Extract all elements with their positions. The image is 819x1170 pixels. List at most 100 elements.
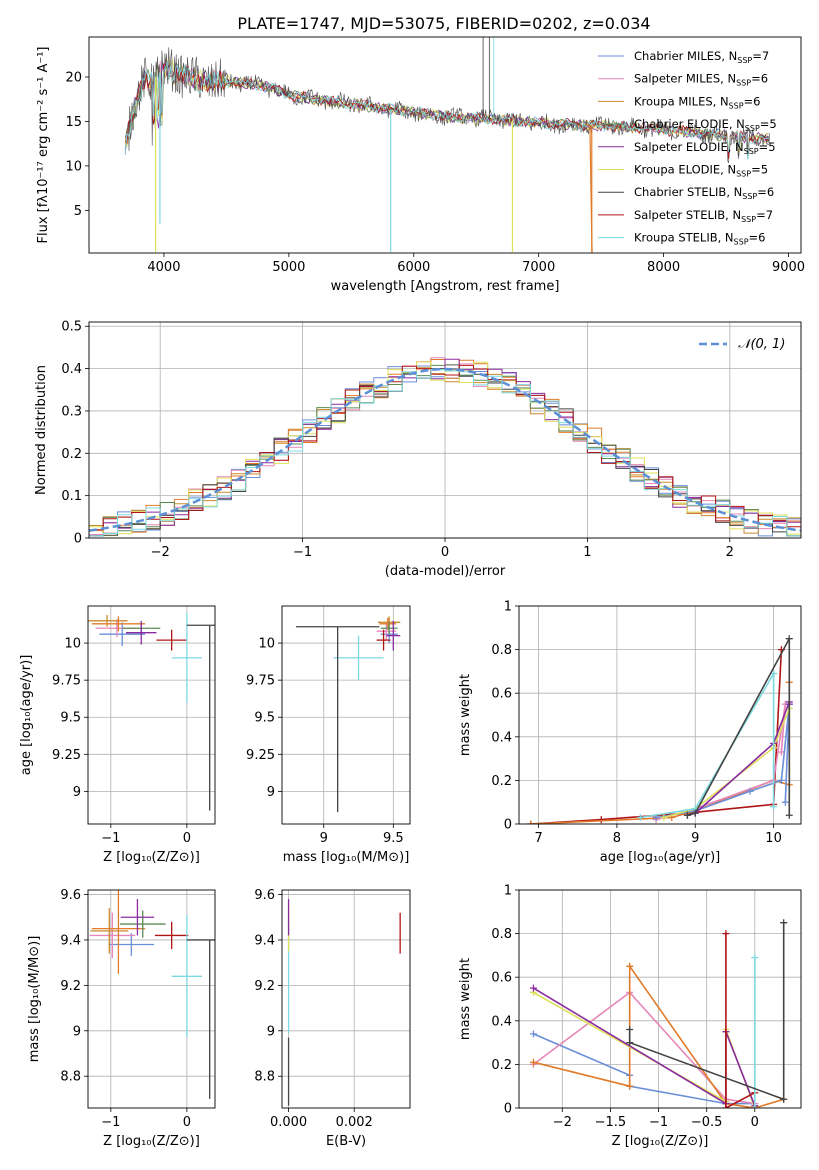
error-bars bbox=[295, 616, 401, 813]
y-axis-label: mass weight bbox=[458, 674, 473, 756]
y-axis-label: age [log₁₀(age/yr)] bbox=[19, 655, 34, 776]
age-vs-mass-panel: 9 9.5 9 9.25 9.5 9.75 10 mass [log₁₀(M/M⊙)] bbox=[246, 605, 411, 865]
plus-marker bbox=[751, 954, 759, 962]
plus-marker bbox=[722, 930, 730, 938]
y-tick-label: 10 bbox=[65, 159, 82, 174]
y-tick-label: 0.5 bbox=[61, 320, 82, 335]
spectrum-panel: 4000 5000 6000 7000 8000 9000 5 10 15 20 wavelengt… bbox=[36, 36, 805, 294]
legend-count: =5 bbox=[760, 117, 777, 131]
x-axis-label: Z [log₁₀(Z/Z⊙)] bbox=[103, 850, 200, 865]
legend-label: Kroupa ELODIE, NSSP=5 bbox=[634, 163, 768, 179]
y-tick-label: 0.4 bbox=[61, 362, 82, 377]
mass-weight-series-2 bbox=[532, 991, 755, 1105]
x-tick-label: −2 bbox=[151, 545, 170, 560]
y-tick-label: 0.1 bbox=[61, 489, 82, 504]
y-tick-label: 9.5 bbox=[60, 711, 81, 726]
y-axis-label: Normed distribution bbox=[34, 365, 49, 495]
data-point-7 bbox=[380, 622, 398, 635]
y-tick-label: 9.5 bbox=[254, 711, 275, 726]
y-tick-label: 0.2 bbox=[491, 1058, 512, 1073]
data-point-4 bbox=[91, 616, 146, 632]
x-tick-label: 0 bbox=[441, 545, 449, 560]
axes-frame bbox=[87, 605, 216, 825]
data-point-7 bbox=[156, 629, 187, 651]
y-tick-label: 9.75 bbox=[246, 674, 275, 689]
x-axis-label: wavelength [Angstrom, rest frame] bbox=[331, 279, 560, 294]
axes-frame bbox=[518, 605, 802, 825]
legend-label: Chabrier MILES, NSSP=7 bbox=[634, 49, 769, 65]
data-point-6 bbox=[120, 899, 155, 936]
histogram-step-9 bbox=[89, 364, 801, 537]
plus-marker bbox=[780, 1095, 788, 1103]
legend-count: =5 bbox=[751, 163, 768, 177]
y-tick-label: 9.6 bbox=[60, 888, 81, 903]
mass-weight-vs-age-panel: 7 8 9 10 0 0.2 0.4 0.6 0.8 1 age [log₁₀(age/yr)] ma… bbox=[458, 600, 802, 865]
histograms bbox=[89, 357, 801, 537]
mass-vs-metallicity-panel: −1 0 8.8 9 9.2 9.4 9.6 Z [log₁₀(Z/Z⊙)] mass [log… bbox=[27, 888, 216, 1149]
gaussian-curve bbox=[89, 367, 801, 532]
y-tick-label: 9 bbox=[267, 785, 275, 800]
data-point-3 bbox=[90, 908, 129, 954]
mass-weight-series-3 bbox=[533, 963, 784, 1108]
data-point-2 bbox=[89, 912, 136, 959]
spectrum-lines bbox=[124, 37, 771, 253]
data-point-2 bbox=[295, 626, 380, 813]
x-axis-label: mass [log₁₀(M/M⊙)] bbox=[283, 850, 410, 865]
x-tick-label: 9 bbox=[691, 831, 699, 846]
x-tick-label: 4000 bbox=[147, 260, 180, 275]
legend-count: =6 bbox=[757, 185, 774, 199]
y-tick-label: 9 bbox=[73, 1024, 81, 1039]
legend-count: =7 bbox=[752, 49, 769, 63]
plus-marker bbox=[527, 820, 535, 824]
plus-marker bbox=[626, 962, 634, 970]
legend-subscript: SSP bbox=[742, 192, 757, 201]
x-tick-label: −2 bbox=[553, 1115, 572, 1130]
y-tick-label: 10 bbox=[258, 637, 275, 652]
y-tick-label: 9.75 bbox=[52, 674, 81, 689]
plus-marker bbox=[751, 1104, 759, 1108]
plus-marker bbox=[626, 1082, 634, 1090]
y-tick-label: 9 bbox=[73, 785, 81, 800]
gaussian-legend-label: 𝒩(0, 1) bbox=[738, 337, 785, 352]
x-tick-label: −1.5 bbox=[595, 1115, 627, 1130]
error-bars bbox=[88, 613, 215, 811]
plus-marker bbox=[785, 811, 793, 819]
y-tick-label: 8.8 bbox=[60, 1070, 81, 1085]
x-tick-label: 5000 bbox=[272, 260, 305, 275]
x-tick-label: 0 bbox=[183, 1115, 191, 1130]
legend-subscript: SSP bbox=[736, 79, 751, 88]
legend-subscript: SSP bbox=[734, 238, 749, 247]
x-tick-label: 9.5 bbox=[383, 831, 404, 846]
x-tick-label: 6000 bbox=[397, 260, 430, 275]
legend-count: =7 bbox=[756, 208, 773, 222]
y-tick-label: 0.3 bbox=[61, 404, 82, 419]
mass-weight-series-6 bbox=[725, 933, 756, 1108]
plus-marker bbox=[529, 984, 537, 992]
plus-marker bbox=[529, 1030, 537, 1038]
spectrum-series-8 bbox=[124, 61, 770, 160]
data-point-9 bbox=[186, 939, 215, 1099]
x-tick-label: −1 bbox=[649, 1115, 668, 1130]
axes-frame bbox=[281, 889, 411, 1109]
plus-marker bbox=[722, 1104, 730, 1108]
mass-weight-series-8 bbox=[628, 922, 785, 1101]
y-tick-label: 0.2 bbox=[491, 774, 512, 789]
y-axis-label: mass weight bbox=[458, 958, 473, 1040]
axes-frame bbox=[87, 889, 216, 1109]
x-tick-label: −1 bbox=[293, 545, 312, 560]
y-tick-label: 9.2 bbox=[254, 979, 275, 994]
data-point-4 bbox=[91, 890, 146, 975]
mass-weight-series-7 bbox=[640, 670, 775, 819]
residuals-panel: −2 −1 0 1 2 0 0.1 0.2 0.3 0.4 0.5 (data-model)/erro… bbox=[34, 320, 802, 579]
legend-subscript: SSP bbox=[737, 56, 752, 65]
x-tick-label: 1 bbox=[583, 545, 591, 560]
legend-count: =5 bbox=[759, 140, 776, 154]
data-point-1 bbox=[108, 933, 155, 956]
legend-subscript: SSP bbox=[741, 215, 756, 224]
legend-label: Salpeter ELODIE, NSSP=5 bbox=[634, 140, 776, 156]
y-tick-label: 0.4 bbox=[491, 1014, 512, 1029]
legend-count: =6 bbox=[751, 72, 768, 86]
y-tick-label: 0 bbox=[504, 1102, 512, 1117]
x-axis-label: age [log₁₀(age/yr)] bbox=[600, 850, 721, 865]
